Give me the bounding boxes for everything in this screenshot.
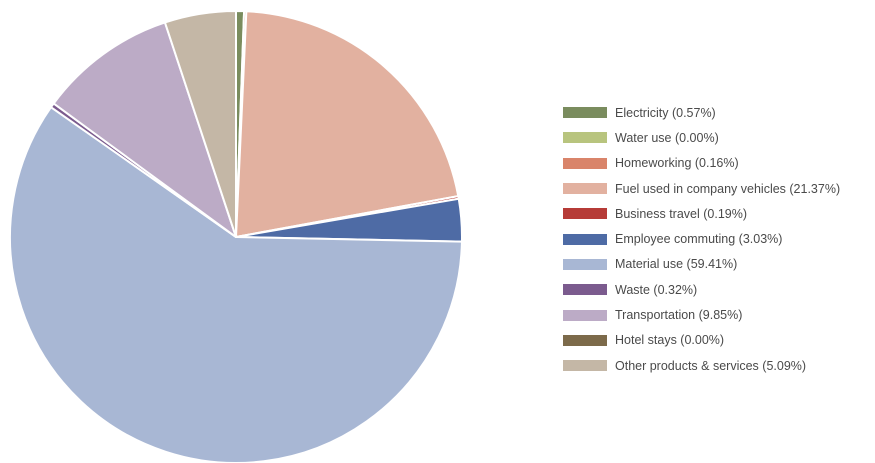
chart-legend: Electricity (0.57%) Water use (0.00%) Home… (563, 100, 840, 378)
legend-swatch (563, 132, 607, 144)
legend-label: Electricity (0.57%) (615, 105, 716, 120)
legend-swatch (563, 360, 607, 372)
legend-item-material-use: Material use (59.41%) (563, 252, 840, 277)
legend-swatch (563, 309, 607, 321)
pie-slice-other-products-and-services (163, 10, 237, 238)
pie-slice-transportation (52, 21, 237, 238)
legend-label: Waste (0.32%) (615, 282, 698, 297)
legend-label: Hotel stays (0.00%) (615, 333, 725, 348)
legend-swatch (563, 208, 607, 220)
legend-item-waste: Waste (0.32%) (563, 277, 840, 302)
legend-item-transportation: Transportation (9.85%) (563, 302, 840, 327)
legend-item-hotel-stays: Hotel stays (0.00%) (563, 328, 840, 353)
legend-item-homeworking: Homeworking (0.16%) (563, 151, 840, 176)
legend-swatch (563, 334, 607, 346)
legend-item-electricity: Electricity (0.57%) (563, 100, 840, 125)
legend-swatch (563, 258, 607, 270)
legend-label: Employee commuting (3.03%) (615, 232, 783, 247)
legend-swatch (563, 157, 607, 169)
pie-slice-material-use (9, 106, 463, 463)
legend-swatch (563, 183, 607, 195)
legend-item-employee-commuting: Employee commuting (3.03%) (563, 226, 840, 251)
legend-label: Business travel (0.19%) (615, 206, 748, 221)
legend-label: Water use (0.00%) (615, 130, 719, 145)
legend-label: Fuel used in company vehicles (21.37%) (615, 181, 841, 196)
legend-label: Homeworking (0.16%) (615, 156, 739, 171)
legend-swatch (563, 107, 607, 119)
legend-label: Other products & services (5.09%) (615, 358, 807, 373)
legend-item-business-travel: Business travel (0.19%) (563, 201, 840, 226)
legend-label: Material use (59.41%) (615, 257, 738, 272)
legend-swatch (563, 233, 607, 245)
pie-slice-fuel-used-in-company-vehicles (235, 10, 460, 238)
legend-label: Transportation (9.85%) (615, 308, 743, 323)
legend-item-other-products-and-services: Other products & services (5.09%) (563, 353, 840, 378)
legend-item-fuel-used-in-company-vehicles: Fuel used in company vehicles (21.37%) (563, 176, 840, 201)
legend-item-water-use: Water use (0.00%) (563, 125, 840, 150)
legend-swatch (563, 284, 607, 296)
